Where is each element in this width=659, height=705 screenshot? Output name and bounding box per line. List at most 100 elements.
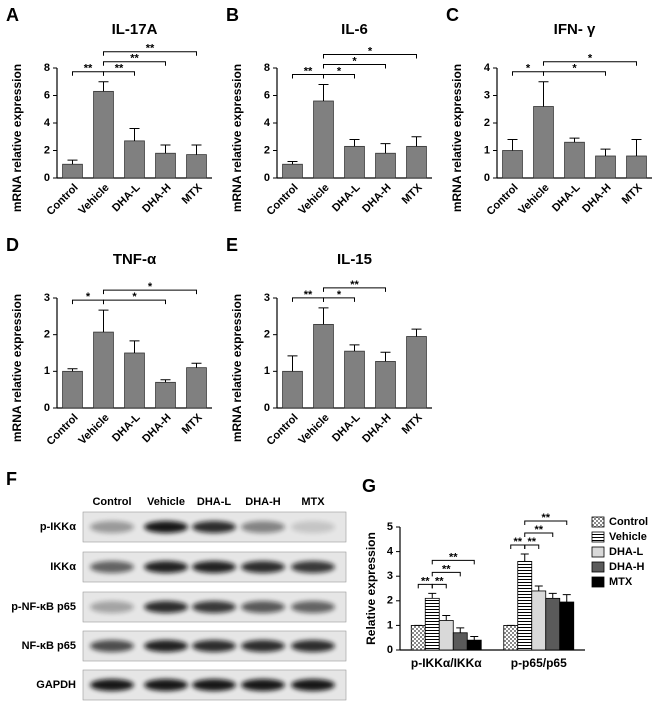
significance-label: ** [115,63,124,75]
significance-label: * [337,289,342,301]
blot-row-label: p-IKKα [40,521,76,533]
error-bar [191,362,202,368]
significance-bracket [431,559,475,565]
legend-swatch [591,546,605,558]
bar [410,625,426,651]
y-axis-label: mRNA relative expression [230,64,244,212]
blot-band [144,521,188,533]
x-tick-label: DHA-L [110,181,143,214]
significance-bracket [543,61,637,66]
x-tick-label: Control [485,182,521,218]
x-tick-label: p-IKKα/IKKα [411,656,482,670]
legend-swatch [591,531,605,543]
y-tick-label: 2 [44,329,50,341]
blot-row-label: GAPDH [36,679,76,691]
blot-band [90,561,134,573]
blot-band [241,640,285,652]
panel-label: F [6,469,17,489]
error-bar [569,137,580,143]
x-tick-label: DHA-L [550,181,583,214]
blot-row-label: IKKα [50,561,76,573]
bar [452,632,468,651]
bar [186,367,207,409]
error-bar [98,81,109,92]
significance-bracket [524,520,568,526]
y-tick-label: 2 [44,144,50,156]
significance-bracket [431,571,461,577]
significance-bracket [103,51,197,56]
blot-band [144,601,188,613]
significance-bracket [103,61,166,66]
x-tick-label: Control [265,412,301,448]
y-tick-label: 5 [387,521,393,533]
bar [344,350,365,409]
significance-label: ** [541,512,550,524]
significance-bracket [431,583,447,589]
chart-title: IL-17A [112,21,158,38]
error-bar [534,585,543,591]
bar [62,370,83,409]
bar [344,145,365,179]
legend-label: DHA-H [609,561,644,573]
blot-band [241,601,285,613]
bar [93,331,114,409]
bar [375,361,396,409]
bar [424,597,440,651]
blot-band [144,561,188,573]
y-tick-label: 3 [44,292,50,304]
error-bar [98,309,109,333]
legend-label: DHA-L [609,546,643,558]
significance-label: ** [513,536,522,548]
error-bar [318,84,329,101]
bar [438,620,454,651]
error-bar [67,368,78,372]
blot-row-label: p-NF-κB p65 [11,601,76,613]
bar [155,152,176,179]
blot-band [291,640,335,652]
error-bar [631,139,642,156]
chart-title: IL-15 [337,251,372,268]
y-tick-label: 3 [387,570,393,582]
significance-label: ** [304,289,313,301]
x-tick-label: MTX [620,181,645,206]
x-tick-label: DHA-H [580,182,614,216]
error-bar [349,139,360,147]
error-bar [562,594,571,603]
y-tick-label: 0 [264,402,270,414]
blot-band [192,679,236,691]
y-axis-label: mRNA relative expression [450,64,464,212]
x-tick-label: Vehicle [296,412,331,447]
significance-label: * [572,63,577,75]
y-tick-label: 8 [264,62,270,74]
blot-band [192,521,236,533]
bar [375,152,396,179]
error-bar [349,344,360,352]
y-tick-label: 4 [264,117,271,129]
significance-bracket [323,74,355,79]
error-bar [538,81,549,107]
blot-band [90,601,134,613]
significance-bracket [543,71,606,76]
blot-band [241,521,285,533]
significance-label: * [132,291,137,303]
y-tick-label: 6 [264,89,270,101]
x-tick-label: Vehicle [516,182,551,217]
legend-swatch [591,576,605,588]
y-tick-label: 3 [264,292,270,304]
error-bar [318,307,329,325]
error-bar [548,592,557,599]
bar [313,100,334,179]
y-axis-label: mRNA relative expression [10,64,24,212]
blot-column-label: DHA-H [245,496,280,508]
y-tick-label: 4 [484,62,491,74]
error-bar [380,351,391,362]
y-tick-label: 0 [264,172,270,184]
x-tick-label: Vehicle [76,182,111,217]
chart-title: IL-6 [341,21,368,38]
error-bar [67,159,78,165]
bar [93,90,114,179]
bar [545,597,561,651]
bar [124,140,145,179]
